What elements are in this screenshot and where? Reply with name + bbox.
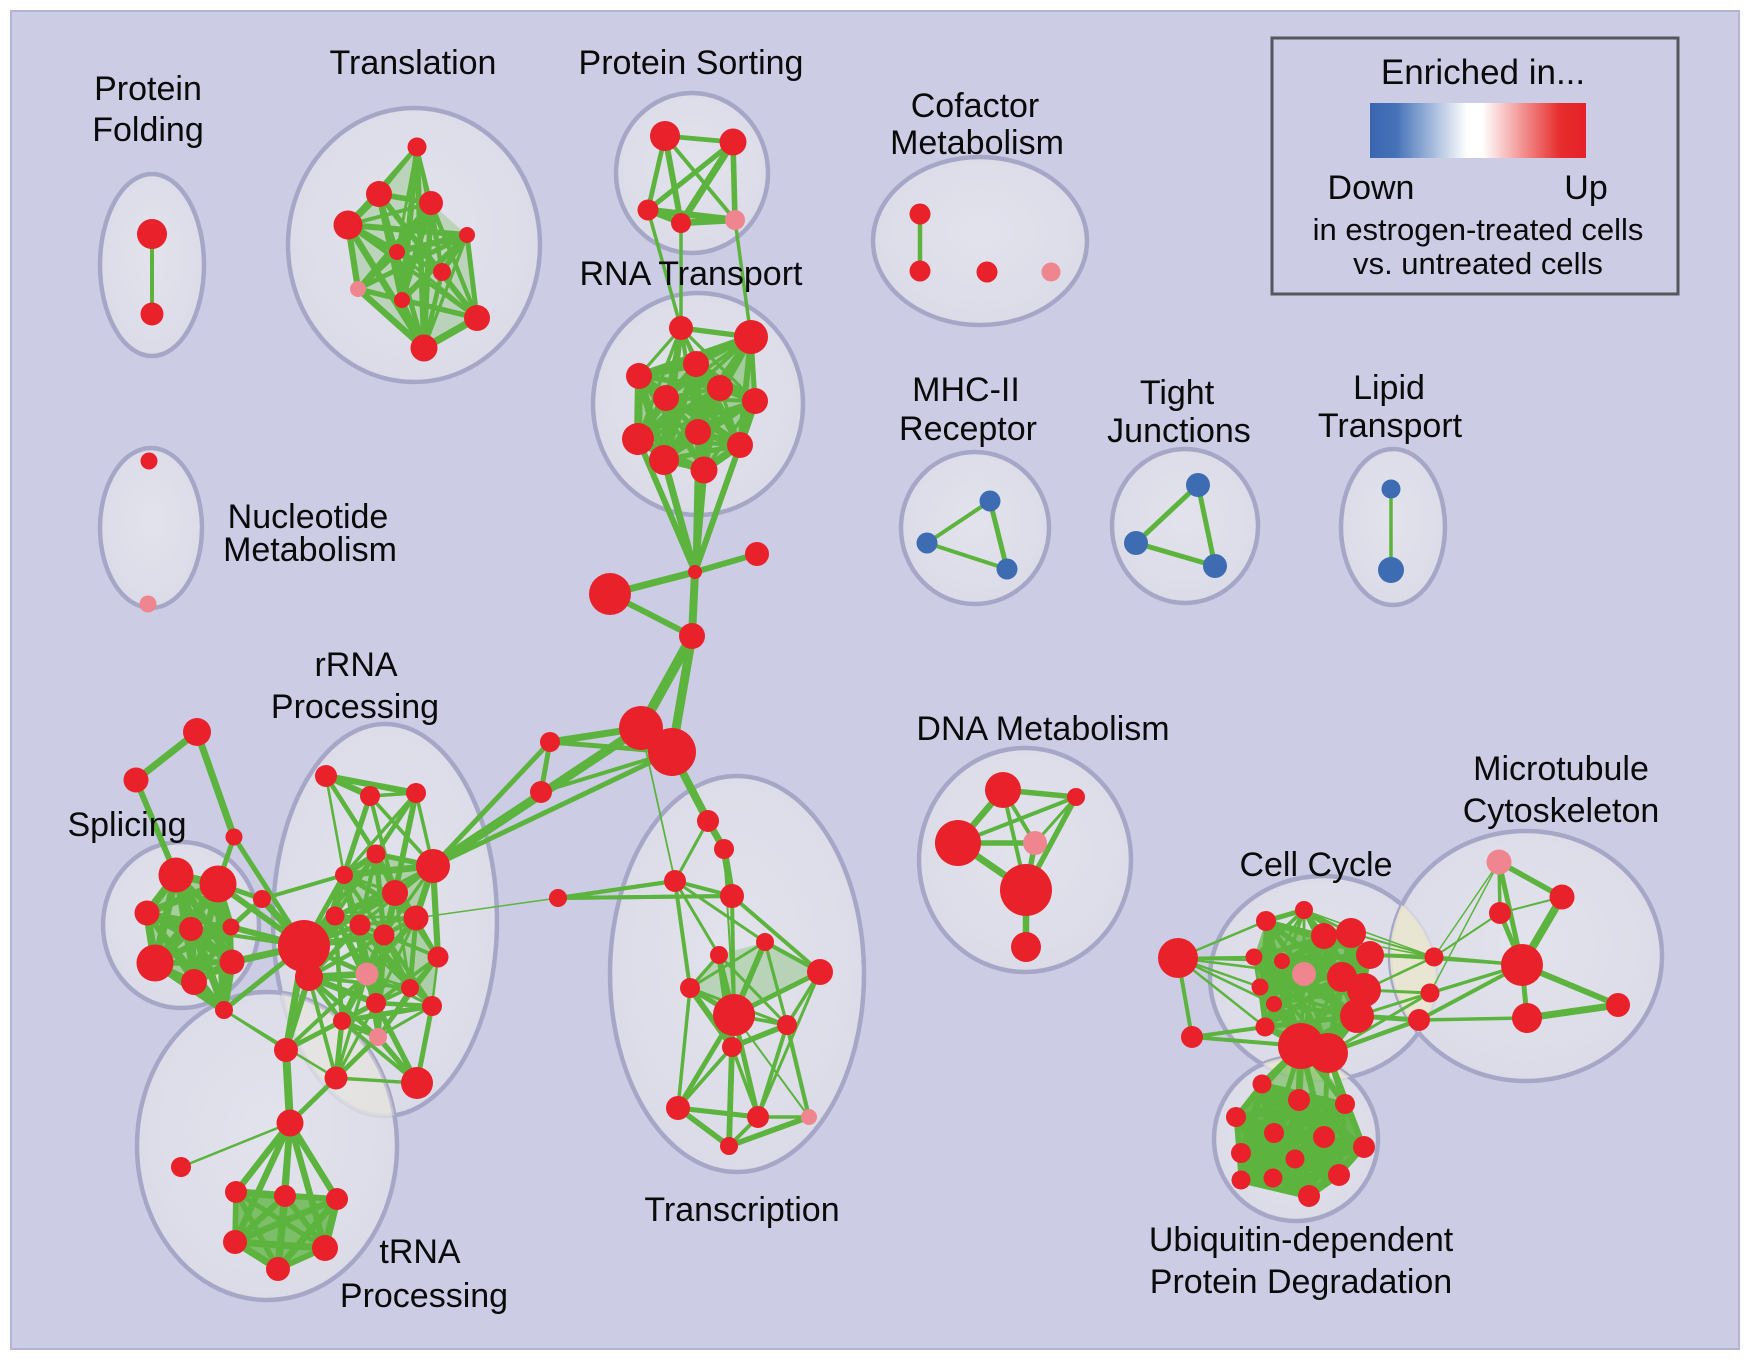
svg-text:Lipid: Lipid (1353, 369, 1425, 407)
svg-text:Ubiquitin-dependent: Ubiquitin-dependent (1149, 1221, 1454, 1259)
svg-text:Cell Cycle: Cell Cycle (1239, 846, 1392, 884)
svg-text:RNA Transport: RNA Transport (580, 255, 804, 293)
svg-text:Down: Down (1328, 169, 1415, 207)
svg-text:in estrogen-treated cells: in estrogen-treated cells (1313, 212, 1644, 247)
svg-text:MHC-II: MHC-II (912, 371, 1020, 409)
svg-text:Protein Degradation: Protein Degradation (1150, 1263, 1452, 1301)
svg-text:Receptor: Receptor (899, 410, 1037, 448)
svg-text:Processing: Processing (271, 688, 439, 726)
svg-text:vs. untreated cells: vs. untreated cells (1353, 246, 1603, 281)
svg-text:Up: Up (1564, 169, 1607, 207)
svg-text:Cytoskeleton: Cytoskeleton (1463, 792, 1660, 830)
svg-text:Nucleotide: Nucleotide (228, 498, 389, 536)
svg-text:Translation: Translation (330, 44, 497, 82)
svg-text:Enriched in...: Enriched in... (1381, 53, 1585, 92)
svg-text:Folding: Folding (92, 111, 204, 149)
svg-text:Processing: Processing (340, 1277, 508, 1315)
svg-text:rRNA: rRNA (314, 646, 397, 684)
svg-text:DNA Metabolism: DNA Metabolism (916, 710, 1169, 748)
svg-text:tRNA: tRNA (379, 1233, 461, 1271)
svg-text:Metabolism: Metabolism (223, 531, 397, 569)
svg-text:Transcription: Transcription (644, 1191, 839, 1229)
svg-text:Protein: Protein (94, 70, 202, 108)
svg-text:Splicing: Splicing (67, 806, 186, 844)
svg-text:Metabolism: Metabolism (890, 124, 1064, 162)
svg-text:Tight: Tight (1140, 374, 1215, 412)
svg-text:Transport: Transport (1318, 407, 1463, 445)
svg-text:Microtubule: Microtubule (1473, 750, 1649, 788)
svg-text:Protein Sorting: Protein Sorting (579, 44, 804, 82)
svg-text:Cofactor: Cofactor (911, 87, 1040, 125)
svg-text:Junctions: Junctions (1107, 412, 1251, 450)
